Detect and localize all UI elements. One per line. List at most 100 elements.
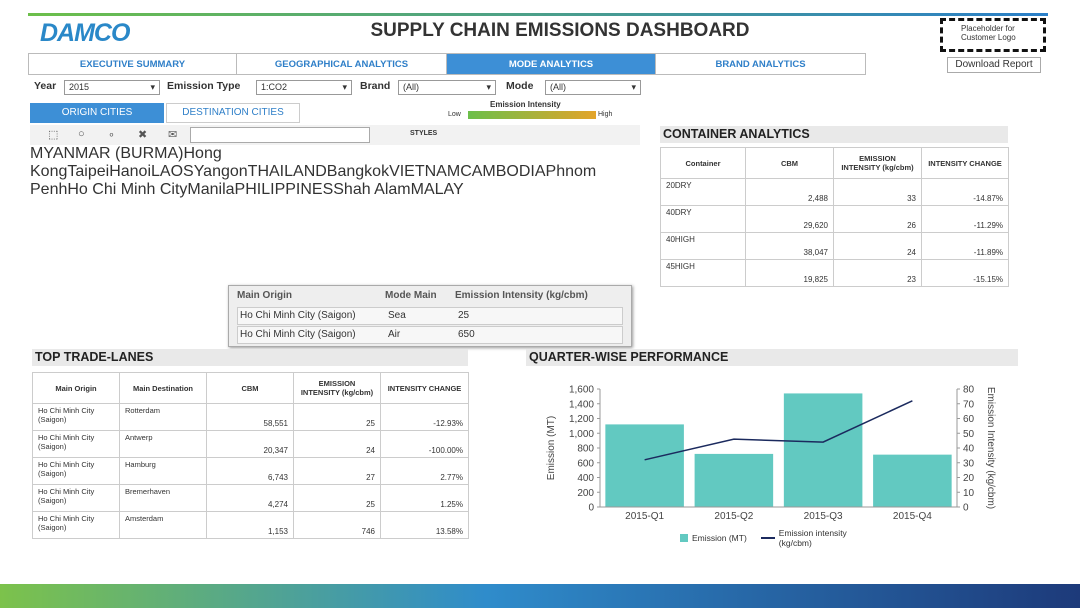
cell: Ho Chi Minh City (Saigon): [32, 484, 120, 512]
header-cell: CBM: [745, 147, 834, 179]
cell: Rotterdam: [119, 403, 207, 431]
map-label: Bangkok: [326, 163, 390, 180]
row: 20DRY 2,488 33 -14.87%: [660, 178, 1009, 206]
y-tick-label: 1,600: [569, 385, 594, 396]
tooltip-cell: Ho Chi Minh City (Saigon): [240, 329, 356, 340]
legend-item: Emission (MT): [680, 528, 747, 548]
filter-select[interactable]: 1:CO2: [256, 80, 352, 95]
y-tick-label: 0: [588, 503, 594, 514]
cell: 45HIGH: [660, 259, 746, 287]
y-tick-label: 1,200: [569, 414, 594, 425]
cell: 2,488: [745, 178, 834, 206]
map-label: Yangon: [193, 163, 248, 180]
cell: 24: [293, 430, 381, 458]
header-cell: Main Destination: [119, 372, 207, 404]
tab[interactable]: BRAND ANALYTICS: [655, 53, 866, 75]
legend-high: High: [598, 111, 613, 118]
tool-icon[interactable]: ✖: [138, 129, 148, 141]
toggle[interactable]: DESTINATION CITIES: [166, 103, 300, 123]
tooltip-cell: 650: [458, 329, 475, 340]
download-button[interactable]: Download Report: [947, 57, 1041, 73]
filter-select[interactable]: (All): [545, 80, 641, 95]
cell: 25: [293, 403, 381, 431]
tab[interactable]: GEOGRAPHICAL ANALYTICS: [236, 53, 447, 75]
legend-swatch: [760, 537, 775, 539]
bar: [694, 453, 774, 507]
x-tick-label: 2015-Q3: [804, 511, 843, 522]
tool-icon[interactable]: ✉: [168, 129, 178, 141]
map-label: Shah Alam: [333, 181, 411, 198]
y2-tick-label: 70: [963, 399, 975, 410]
logo: DAMCO: [40, 19, 130, 47]
tooltip-row: Ho Chi Minh City (Saigon) Air 650: [237, 326, 623, 344]
cell: 2.77%: [380, 457, 469, 485]
map: MYANMAR (BURMA)Hong KongTaipeiHanoiLAOSY…: [30, 145, 640, 199]
legend-label: Emission intensity (kg/cbm): [778, 528, 847, 548]
tooltip-col: Main Origin: [237, 290, 292, 301]
y2-tick-label: 20: [963, 473, 975, 484]
tool-icon[interactable]: ∘: [108, 129, 115, 141]
map-label: Taipei: [67, 163, 110, 180]
cell: -11.89%: [921, 232, 1009, 260]
cell: 1.25%: [380, 484, 469, 512]
cell: 23: [833, 259, 922, 287]
tab[interactable]: EXECUTIVE SUMMARY: [28, 53, 237, 75]
tool-icon[interactable]: ⬚: [48, 129, 59, 141]
map-label: CAMBODIA: [460, 163, 546, 180]
header-cell: Container: [660, 147, 746, 179]
chart: 0 200 400 600 800 1,000 1,200 1,400 1,600 0 10 20 30…: [546, 385, 996, 523]
header-cell: EMISSION INTENSITY (kg/cbm): [833, 147, 922, 179]
y-axis-title: Emission (MT): [546, 416, 557, 480]
cell: 19,825: [745, 259, 834, 287]
y2-tick-label: 0: [963, 503, 969, 514]
tab[interactable]: MODE ANALYTICS: [446, 53, 656, 75]
y-tick-label: 1,400: [569, 399, 594, 410]
map-label: VIETNAM: [389, 163, 461, 180]
bar: [873, 454, 952, 507]
y-tick-label: 800: [577, 444, 594, 455]
row: Ho Chi Minh City (Saigon) Bremerhaven 4,27…: [32, 484, 469, 512]
bar: [783, 393, 863, 507]
filter-select[interactable]: 2015: [64, 80, 160, 95]
header-row: Container CBM EMISSION INTENSITY (kg/cbm) I…: [660, 147, 1009, 179]
row: 40DRY 29,620 26 -11.29%: [660, 205, 1009, 233]
y-tick-label: 200: [577, 488, 594, 499]
header-cell: Main Origin: [32, 372, 120, 404]
filter-select[interactable]: (All): [398, 80, 496, 95]
cell: Bremerhaven: [119, 484, 207, 512]
filter-label: Mode: [506, 80, 534, 92]
customer-logo: Placeholder for Customer Logo: [940, 18, 1046, 52]
tool-icon[interactable]: ○: [78, 128, 85, 140]
header-cell: CBM: [206, 372, 294, 404]
tooltip-cell: Air: [388, 329, 401, 340]
cell: -100.00%: [380, 430, 469, 458]
cell: Ho Chi Minh City (Saigon): [32, 430, 120, 458]
map-label: Ho Chi Minh City: [67, 181, 188, 198]
cell: Ho Chi Minh City (Saigon): [32, 403, 120, 431]
cell: Ho Chi Minh City (Saigon): [32, 457, 120, 485]
legend: Emission (MT) Emission intensity (kg/cbm): [680, 528, 859, 548]
styles-button[interactable]: STYLES: [410, 130, 438, 137]
cell: Amsterdam: [119, 511, 207, 539]
row: Ho Chi Minh City (Saigon) Antwerp 20,347 24…: [32, 430, 469, 458]
bar: [605, 424, 684, 507]
footer-band: [0, 584, 1080, 608]
cell: Hamburg: [119, 457, 207, 485]
cell: 1,153: [206, 511, 294, 539]
map-label: Manila: [187, 181, 235, 198]
cell: 40DRY: [660, 205, 746, 233]
x-tick-label: 2015-Q2: [714, 511, 753, 522]
toggle[interactable]: ORIGIN CITIES: [30, 103, 164, 123]
legend-ramp: [468, 111, 596, 119]
cell: -14.87%: [921, 178, 1009, 206]
row: Ho Chi Minh City (Saigon) Hamburg 6,743 27 2…: [32, 457, 469, 485]
row: Ho Chi Minh City (Saigon) Amsterdam 1,153 7…: [32, 511, 469, 539]
tooltip-cell: Sea: [388, 310, 406, 321]
map-label: Hanoi: [109, 163, 151, 180]
y2-tick-label: 40: [963, 444, 975, 455]
cell: 58,551: [206, 403, 294, 431]
cell: 13.58%: [380, 511, 469, 539]
search-box[interactable]: [190, 127, 370, 143]
legend-item: Emission intensity (kg/cbm): [760, 528, 859, 548]
